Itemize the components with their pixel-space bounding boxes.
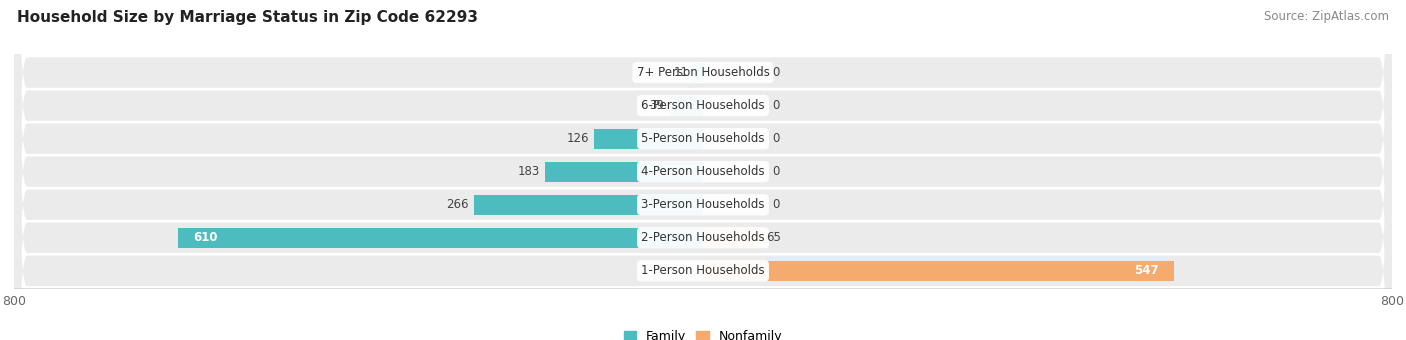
Text: 5-Person Households: 5-Person Households xyxy=(641,132,765,145)
FancyBboxPatch shape xyxy=(14,0,1392,340)
Bar xyxy=(474,195,703,215)
Text: Household Size by Marriage Status in Zip Code 62293: Household Size by Marriage Status in Zip… xyxy=(17,10,478,25)
FancyBboxPatch shape xyxy=(14,0,1392,340)
Text: 0: 0 xyxy=(772,165,779,178)
FancyBboxPatch shape xyxy=(14,0,1392,340)
Text: Source: ZipAtlas.com: Source: ZipAtlas.com xyxy=(1264,10,1389,23)
Text: 0: 0 xyxy=(772,99,779,112)
FancyBboxPatch shape xyxy=(14,0,1392,340)
Text: 266: 266 xyxy=(446,198,468,211)
Text: 65: 65 xyxy=(766,231,780,244)
Bar xyxy=(669,96,703,116)
FancyBboxPatch shape xyxy=(14,0,1392,340)
Text: 0: 0 xyxy=(772,132,779,145)
Text: 547: 547 xyxy=(1133,264,1159,277)
Bar xyxy=(703,261,1174,281)
Text: 4-Person Households: 4-Person Households xyxy=(641,165,765,178)
Text: 39: 39 xyxy=(650,99,664,112)
Legend: Family, Nonfamily: Family, Nonfamily xyxy=(619,325,787,340)
Bar xyxy=(595,129,703,149)
Bar xyxy=(703,228,759,248)
FancyBboxPatch shape xyxy=(14,0,1392,340)
Text: 610: 610 xyxy=(193,231,218,244)
Text: 11: 11 xyxy=(673,66,689,79)
Bar xyxy=(693,63,703,83)
Text: 1-Person Households: 1-Person Households xyxy=(641,264,765,277)
Text: 2-Person Households: 2-Person Households xyxy=(641,231,765,244)
Text: 0: 0 xyxy=(772,198,779,211)
Bar xyxy=(177,228,703,248)
Text: 3-Person Households: 3-Person Households xyxy=(641,198,765,211)
FancyBboxPatch shape xyxy=(14,0,1392,340)
Text: 126: 126 xyxy=(567,132,589,145)
Bar xyxy=(546,162,703,182)
Text: 0: 0 xyxy=(772,66,779,79)
Text: 183: 183 xyxy=(517,165,540,178)
Text: 7+ Person Households: 7+ Person Households xyxy=(637,66,769,79)
Text: 6-Person Households: 6-Person Households xyxy=(641,99,765,112)
